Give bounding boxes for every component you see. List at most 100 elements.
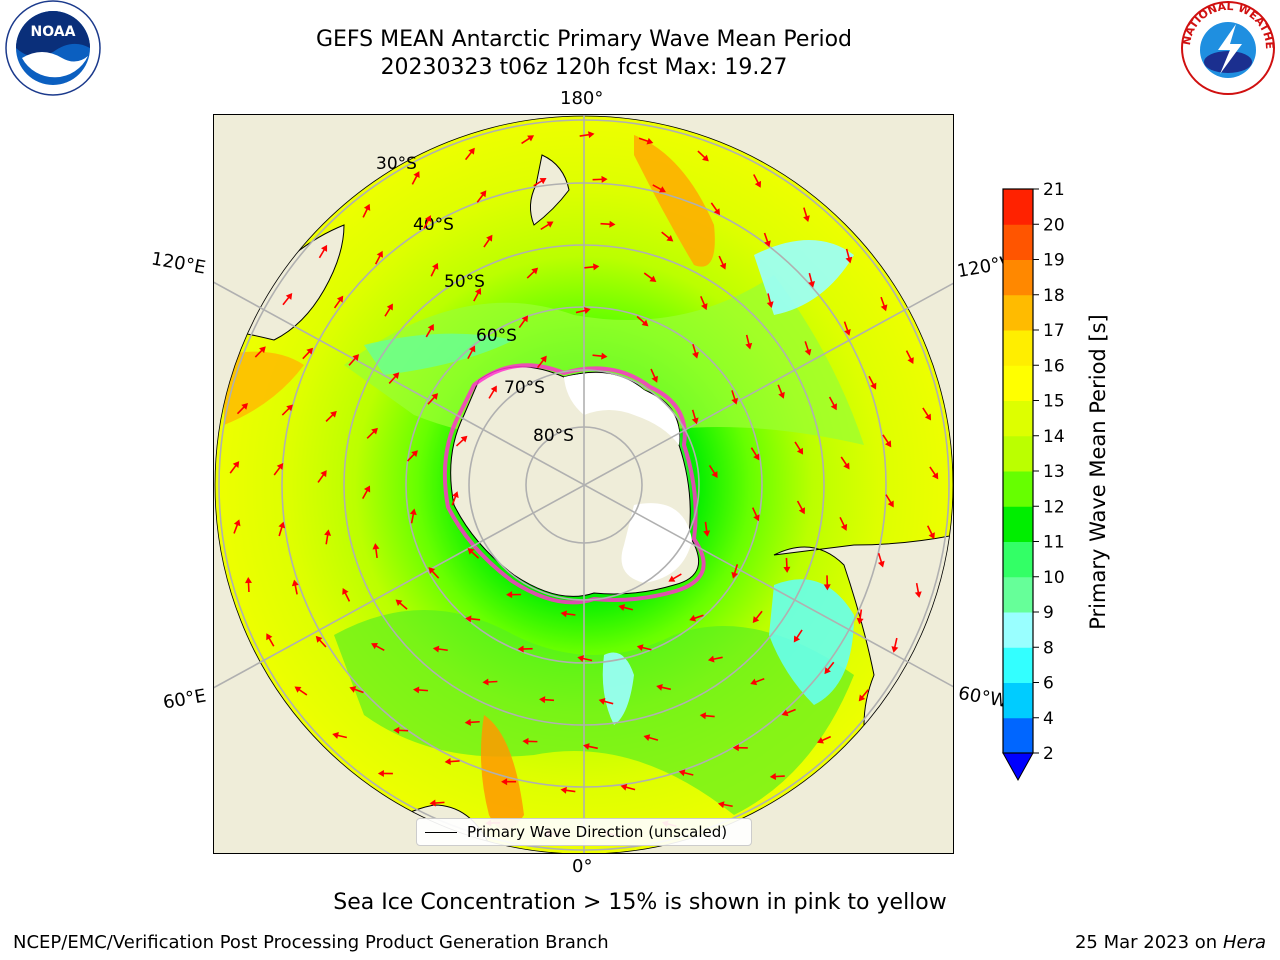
colorbar-tick-label: 4 (1043, 709, 1054, 729)
sea-ice-edge (442, 363, 706, 605)
wave-direction-arrow (703, 521, 711, 537)
wave-direction-arrow (794, 441, 804, 455)
wave-direction-arrow (843, 321, 851, 336)
wave-direction-arrow (922, 407, 932, 421)
wave-direction-arrow (828, 396, 837, 411)
wave-direction-arrow (868, 375, 877, 390)
wave-direction-arrows (229, 131, 939, 837)
wave-direction-arrow (929, 466, 939, 480)
wave-direction-arrow (465, 615, 481, 623)
wave-direction-arrow (643, 272, 657, 282)
colorbar-tick-label: 19 (1043, 251, 1065, 271)
wave-direction-arrow (406, 450, 418, 462)
wave-direction-arrow (371, 642, 385, 652)
wave-direction-arrow (891, 637, 899, 653)
wave-direction-arrow (777, 384, 785, 399)
wave-direction-arrow (372, 543, 380, 559)
wave-direction-arrow (656, 683, 672, 691)
wave-direction-arrow (905, 350, 914, 365)
colorbar-cell (1003, 682, 1033, 719)
wave-direction-arrow (245, 577, 252, 593)
wave-direction-arrow (560, 610, 576, 618)
lat-label-60s: 60°S (476, 326, 517, 346)
wave-direction-arrow (840, 456, 850, 470)
wave-direction-arrow (291, 579, 299, 595)
wave-direction-arrow (362, 203, 371, 218)
chart-title: GEFS MEAN Antarctic Primary Wave Mean Pe… (315, 27, 853, 52)
wave-direction-arrow (858, 689, 869, 702)
wave-direction-arrow (488, 385, 497, 399)
wave-direction-arrow (427, 393, 439, 405)
wave-direction-arrow (522, 737, 538, 745)
wave-direction-arrow (804, 341, 812, 356)
colorbar-cell (1003, 506, 1033, 542)
wave-direction-arrow (294, 686, 308, 696)
wave-direction-arrow (882, 434, 892, 448)
colorbar-cell (1003, 365, 1033, 401)
wave-direction-arrow (592, 175, 608, 183)
colorbar-cell (1003, 400, 1033, 437)
wave-direction-arrow (388, 372, 400, 384)
lat-label-40s: 40°S (413, 215, 454, 235)
wave-direction-arrow (710, 202, 721, 216)
date-value: 25 Mar 2023 on (1074, 932, 1218, 953)
legend-line-symbol (425, 831, 457, 833)
colorbar-tick-label: 8 (1043, 638, 1054, 658)
colorbar-label: Primary Wave Mean Period [s] (1086, 314, 1110, 630)
colorbar-tick-label: 15 (1043, 392, 1065, 412)
wave-direction-arrow (877, 552, 885, 568)
wave-direction-arrow (483, 234, 493, 248)
wave-direction-arrow (236, 403, 249, 415)
wave-direction-arrow (324, 529, 332, 545)
wave-direction-arrow (526, 267, 539, 279)
host-name: Hera (1222, 932, 1266, 953)
wave-direction-arrow (560, 786, 576, 794)
colorbar-tick-label: 17 (1043, 321, 1065, 341)
noaa-logo: NOAA (2, 0, 104, 100)
wave-direction-arrow (751, 507, 760, 522)
colorbar-cell (1003, 647, 1033, 683)
wave-direction-arrow (393, 726, 409, 734)
wave-direction-arrow (731, 564, 739, 579)
colorbar-tick-label: 11 (1043, 533, 1065, 553)
wave-direction-arrow (384, 303, 393, 317)
colorbar-tick-label: 9 (1043, 603, 1054, 623)
wave-direction-arrow (707, 655, 723, 663)
colorbar-tick-label: 18 (1043, 286, 1065, 306)
lat-label-50s: 50°S (444, 272, 485, 292)
wave-direction-arrow (473, 287, 482, 302)
wave-direction-arrow (817, 735, 832, 744)
wave-direction-arrow (808, 272, 815, 288)
wave-direction-arrow (429, 799, 445, 807)
wave-direction-arrow (691, 409, 699, 425)
wave-direction-arrow (254, 346, 266, 358)
wave-direction-arrow (803, 207, 810, 222)
wave-direction-arrow (302, 347, 314, 360)
colorbar-cell (1003, 717, 1033, 754)
wave-direction-arrow (361, 485, 371, 500)
wave-direction-arrow (317, 470, 327, 483)
colorbar-cell (1003, 576, 1033, 613)
wave-direction-arrow (318, 244, 328, 259)
wave-direction-arrow (584, 263, 600, 271)
wave-direction-arrow (697, 150, 709, 162)
wave-direction-arrow (349, 686, 364, 694)
wave-direction-arrow (717, 801, 733, 809)
lat-label-70s: 70°S (504, 378, 545, 398)
wave-direction-arrow (763, 232, 771, 248)
lon-label-180: 180° (560, 88, 604, 109)
wave-direction-arrow (233, 519, 241, 534)
wave-direction-arrow (643, 734, 659, 742)
colorbar-cell (1003, 612, 1033, 648)
colorbar-tick-label: 6 (1043, 674, 1054, 694)
wave-direction-arrow (464, 718, 480, 726)
new-zealand-land (530, 154, 570, 226)
wave-direction-arrow (533, 178, 547, 187)
wave-direction-arrow (718, 255, 727, 270)
wave-direction-arrow (636, 644, 652, 652)
wave-direction-arrow (692, 343, 699, 359)
graticule (214, 115, 953, 853)
wave-direction-arrow (766, 293, 774, 308)
credit-text: NCEP/EMC/Verification Post Processing Pr… (13, 932, 609, 953)
map-legend: Primary Wave Direction (unscaled) (416, 818, 752, 846)
